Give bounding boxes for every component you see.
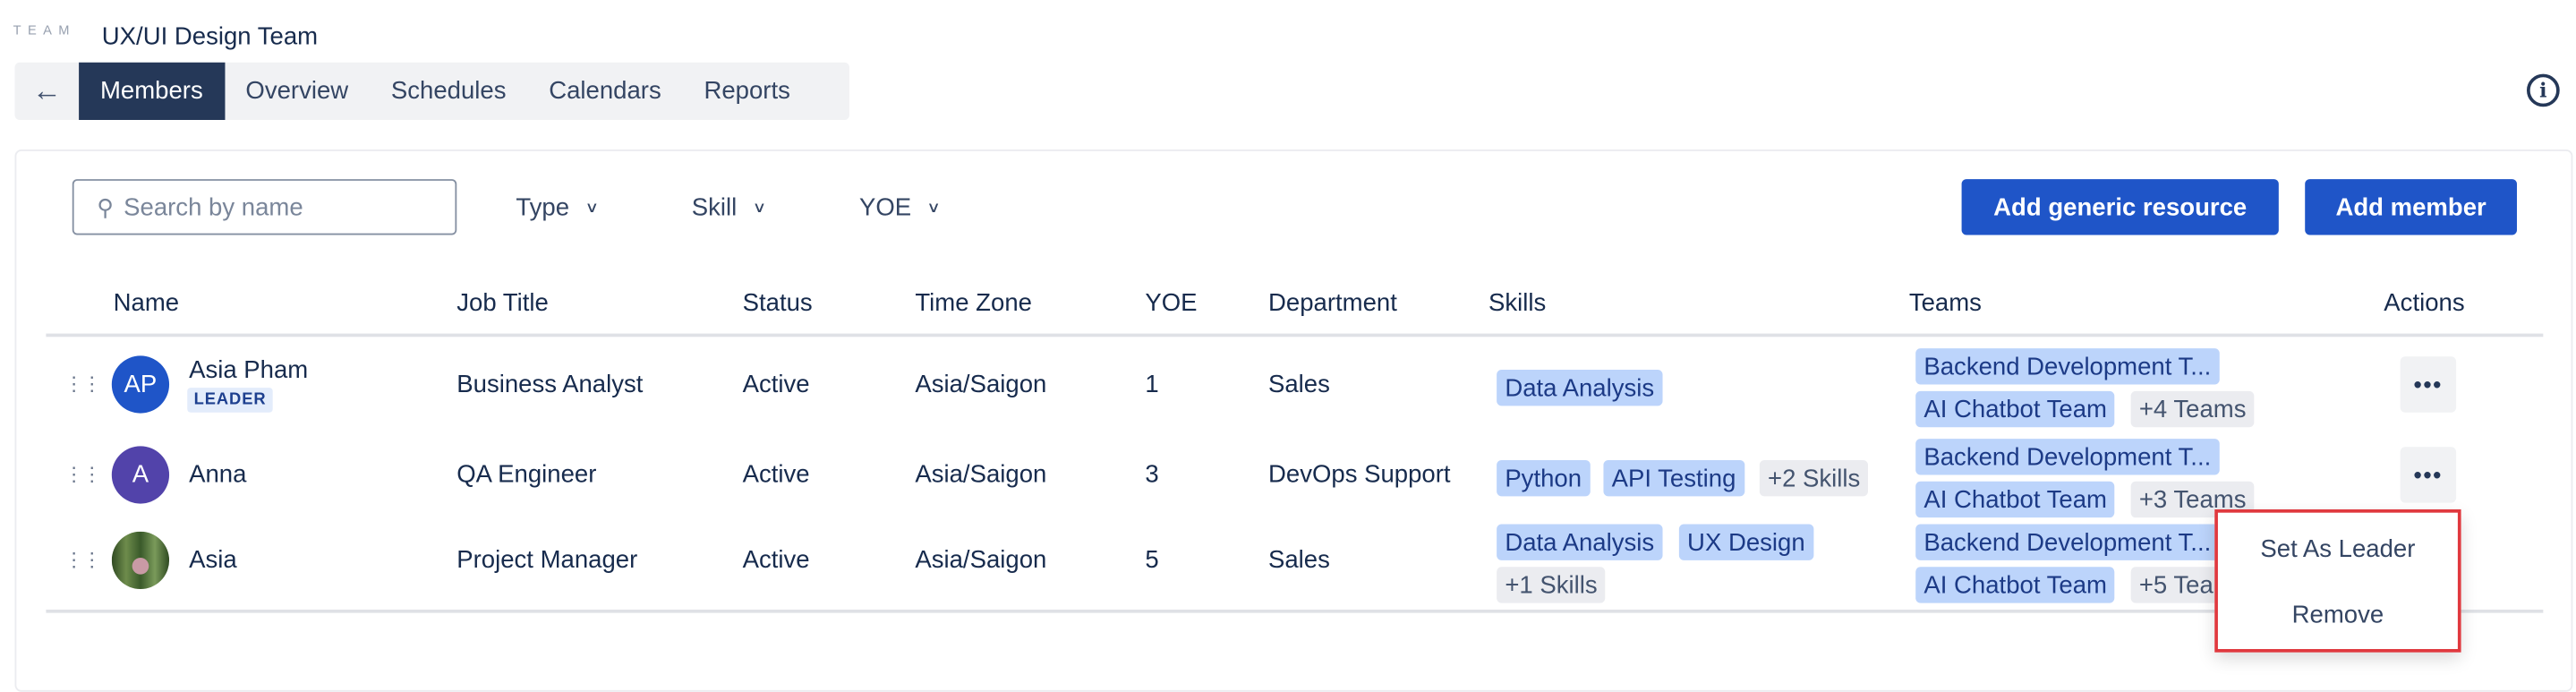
tab-reports[interactable]: Reports: [704, 77, 790, 106]
set-as-leader-menu-item[interactable]: Set As Leader: [2260, 535, 2416, 564]
avatar: [111, 531, 170, 590]
more-actions-button[interactable]: •••: [2400, 447, 2457, 503]
member-name: Asia Pham: [189, 356, 309, 385]
team-tag: AI Chatbot Team: [1915, 481, 2116, 518]
department-cell: Sales: [1268, 546, 1330, 575]
column-header-teams: Teams: [1908, 289, 1982, 318]
avatar-initials: A: [132, 460, 149, 490]
tab-bar: ← Members Overview Schedules Calendars R…: [14, 62, 849, 120]
member-name: Asia: [189, 546, 237, 575]
column-header-name: Name: [113, 289, 180, 318]
search-placeholder: Search by name: [124, 192, 303, 221]
team-tag: Backend Development T...: [1915, 439, 2220, 475]
column-header-actions: Actions: [2384, 289, 2465, 318]
skill-tag: UX Design: [1678, 524, 1813, 560]
search-input[interactable]: ⚲ Search by name: [72, 179, 457, 235]
department-cell: Sales: [1268, 370, 1330, 399]
skill-tag: Python: [1497, 459, 1591, 497]
row-actions-menu: Set As Leader Remove: [2214, 509, 2461, 653]
tab-overview[interactable]: Overview: [245, 77, 349, 106]
add-generic-resource-button[interactable]: Add generic resource: [1961, 179, 2279, 235]
skill-tag: API Testing: [1603, 459, 1744, 497]
job-title-cell: Business Analyst: [456, 370, 644, 399]
skill-filter[interactable]: Skill ∨: [691, 179, 766, 235]
team-tag: AI Chatbot Team: [1915, 567, 2116, 603]
more-skills-tag[interactable]: +1 Skills: [1497, 567, 1606, 603]
column-header-job-title: Job Title: [456, 289, 549, 318]
department-cell: DevOps Support: [1268, 460, 1451, 490]
drag-handle-icon[interactable]: ⋮⋮: [64, 548, 102, 571]
team-tag: AI Chatbot Team: [1915, 390, 2116, 428]
type-filter-label: Type: [516, 192, 570, 221]
drag-handle-icon[interactable]: ⋮⋮: [64, 372, 102, 396]
avatar: A: [111, 446, 170, 504]
skill-filter-label: Skill: [691, 192, 738, 221]
column-header-department: Department: [1268, 289, 1397, 318]
tab-schedules[interactable]: Schedules: [390, 77, 507, 106]
skill-tag: Data Analysis: [1497, 524, 1663, 560]
more-teams-tag[interactable]: +4 Teams: [2130, 390, 2255, 428]
status-cell: Active: [742, 370, 810, 399]
time-zone-cell: Asia/Saigon: [915, 546, 1047, 575]
column-header-time-zone: Time Zone: [915, 289, 1032, 318]
type-filter[interactable]: Type ∨: [516, 179, 599, 235]
skill-tag: Data Analysis: [1497, 369, 1663, 406]
remove-menu-item[interactable]: Remove: [2291, 601, 2384, 629]
yoe-filter[interactable]: YOE ∨: [858, 179, 941, 235]
more-actions-button[interactable]: •••: [2400, 356, 2457, 413]
leader-badge: LEADER: [187, 388, 273, 413]
page-title: UX/UI Design Team: [101, 22, 319, 51]
job-title-cell: QA Engineer: [456, 460, 597, 490]
table-bottom-divider: [46, 609, 2544, 613]
add-member-button[interactable]: Add member: [2305, 179, 2517, 235]
chevron-down-icon: ∨: [751, 198, 766, 215]
yoe-cell: 3: [1145, 460, 1159, 490]
back-arrow-icon[interactable]: ←: [31, 73, 62, 107]
column-header-yoe: YOE: [1145, 289, 1198, 318]
member-name: Anna: [189, 460, 247, 490]
status-cell: Active: [742, 546, 810, 575]
column-header-status: Status: [742, 289, 813, 318]
team-label: TEAM: [13, 22, 76, 38]
time-zone-cell: Asia/Saigon: [915, 460, 1047, 490]
time-zone-cell: Asia/Saigon: [915, 370, 1047, 399]
drag-handle-icon[interactable]: ⋮⋮: [64, 462, 102, 486]
tab-calendars[interactable]: Calendars: [549, 77, 661, 106]
header-divider: [46, 333, 2544, 337]
job-title-cell: Project Manager: [456, 546, 638, 575]
search-icon: ⚲: [97, 192, 115, 220]
more-skills-tag[interactable]: +2 Skills: [1759, 459, 1869, 497]
avatar: AP: [111, 355, 170, 414]
team-tag: Backend Development T...: [1915, 524, 2220, 560]
column-header-skills: Skills: [1488, 289, 1547, 318]
tab-members[interactable]: Members: [79, 62, 225, 120]
info-icon[interactable]: i: [2526, 73, 2560, 107]
chevron-down-icon: ∨: [925, 198, 941, 215]
avatar-initials: AP: [124, 370, 158, 399]
chevron-down-icon: ∨: [584, 198, 599, 215]
status-cell: Active: [742, 460, 810, 490]
team-tag: Backend Development T...: [1915, 348, 2220, 385]
yoe-cell: 5: [1145, 546, 1159, 575]
yoe-filter-label: YOE: [858, 192, 912, 221]
yoe-cell: 1: [1145, 370, 1159, 399]
